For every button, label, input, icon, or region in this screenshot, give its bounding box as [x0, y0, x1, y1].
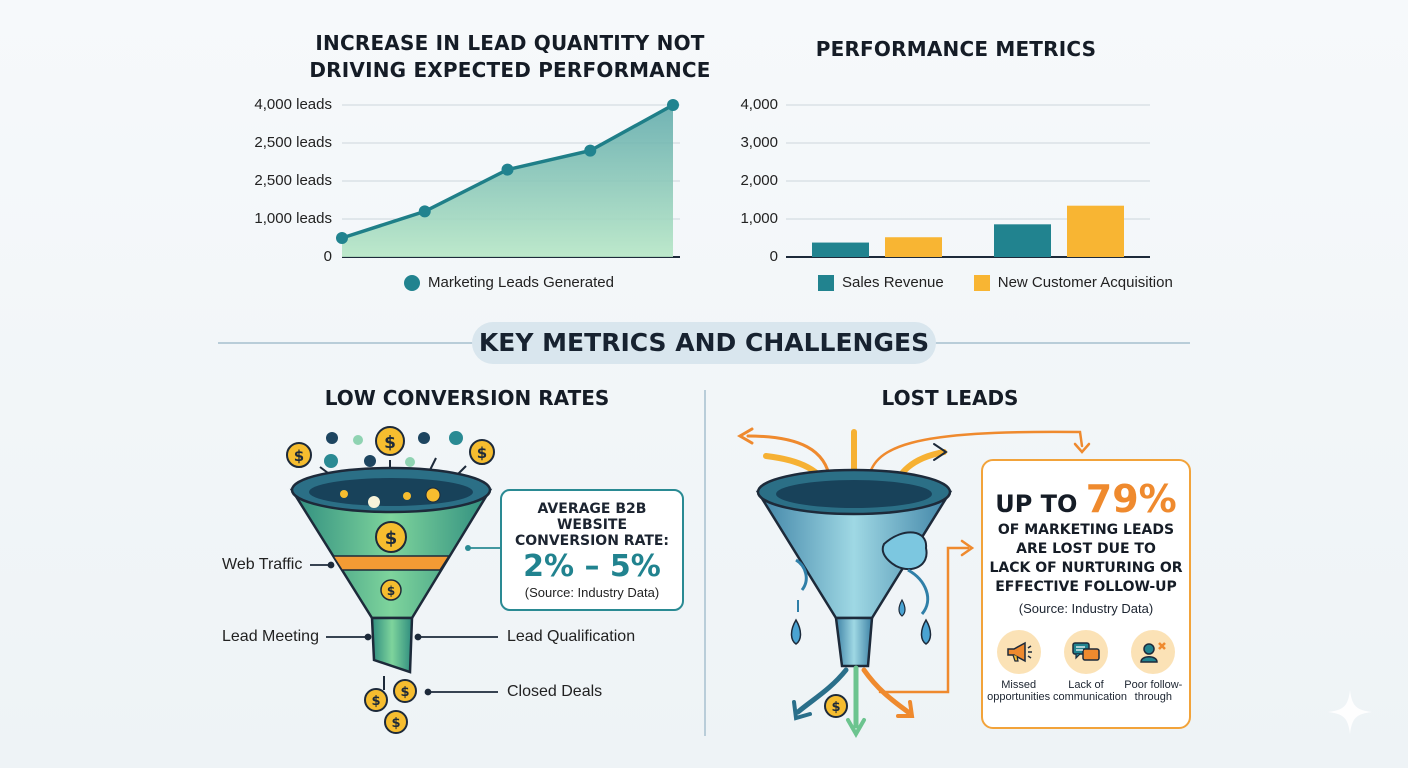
legend-swatch-acquisition	[973, 274, 990, 291]
callout-source: (Source: Industry Data)	[524, 585, 660, 600]
outflow-arrows-icon	[792, 539, 975, 739]
data-point	[584, 144, 597, 157]
sparkle-icon	[1328, 690, 1372, 734]
y-tick: 1,000 leads	[254, 210, 332, 227]
reason-item: Poor follow- through	[1120, 630, 1186, 703]
legend-swatch-sales	[818, 274, 834, 291]
lost-prefix: UP TO	[995, 490, 1086, 518]
closed-deals-label: Closed Deals	[507, 683, 603, 700]
reason-label: Poor follow-	[1124, 679, 1183, 691]
label-connectors	[310, 545, 500, 696]
reason-label: opportunities	[987, 691, 1051, 703]
metrics-legend: Sales Revenue New Customer Acquisition	[818, 274, 1173, 291]
legend-label: Marketing Leads Generated	[428, 274, 614, 291]
leaky-funnel-icon	[755, 468, 953, 668]
lost-text-line: EFFECTIVE FOLLOW-UP	[995, 579, 1177, 595]
conversion-rate-callout: AVERAGE B2B WEBSITE CONVERSION RATE: 2% …	[500, 489, 684, 611]
data-point	[501, 163, 514, 176]
lost-headline: UP TO 79%	[983, 477, 1189, 521]
data-point	[418, 205, 431, 218]
lost-text: OF MARKETING LEADS ARE LOST DUE TO LACK …	[983, 521, 1189, 597]
web-traffic-label: Web Traffic	[222, 556, 303, 573]
legend-marker	[404, 274, 420, 291]
y-tick: 2,000	[740, 172, 778, 189]
closed-deal-coins-icon: $ $ $	[364, 676, 417, 734]
lead-meeting-label: Lead Meeting	[222, 628, 319, 645]
y-tick: 0	[769, 248, 778, 265]
lost-percentage: 79%	[1085, 477, 1177, 521]
svg-text:$: $	[371, 694, 380, 709]
lead-legend: Marketing Leads Generated	[404, 274, 614, 291]
metrics-chart-title: PERFORMANCE METRICS	[815, 37, 1097, 61]
lost-source: (Source: Industry Data)	[1018, 601, 1154, 616]
lost-leads-title: LOST LEADS	[881, 386, 1019, 410]
legend-label: New Customer Acquisition	[997, 274, 1173, 291]
lead-qualification-label: Lead Qualification	[507, 628, 636, 645]
reason-item: Missed opportunities	[986, 630, 1052, 703]
y-tick: 4,000	[740, 96, 778, 113]
conversion-title: LOW CONVERSION RATES	[324, 386, 610, 410]
section-banner: KEY METRICS AND CHALLENGES	[472, 322, 936, 364]
svg-text:$: $	[384, 433, 396, 453]
reason-label: Missed	[1001, 679, 1037, 691]
bar	[1067, 205, 1124, 257]
svg-text:$: $	[385, 528, 398, 549]
y-tick: 2,500 leads	[254, 134, 332, 151]
reason-label: Lack of	[1068, 679, 1104, 691]
callout-line: AVERAGE B2B WEBSITE	[537, 501, 647, 533]
funnel-icon: $ $	[289, 466, 493, 674]
lost-text-line: OF MARKETING LEADS	[997, 522, 1175, 538]
y-tick: 4,000 leads	[254, 96, 332, 113]
lost-text-line: LACK OF NURTURING OR	[989, 560, 1183, 576]
lost-leads-callout: UP TO 79% OF MARKETING LEADS ARE LOST DU…	[981, 459, 1191, 729]
reason-label: communication	[1052, 691, 1127, 703]
bar	[885, 237, 942, 257]
megaphone-icon	[996, 630, 1041, 674]
svg-text:$: $	[294, 447, 304, 465]
y-tick: 1,000	[740, 210, 778, 227]
data-point	[336, 232, 348, 244]
person-x-icon	[1131, 630, 1176, 674]
lead-chart-title: INCREASE IN LEAD QUANTITY NOT DRIVING EX…	[309, 31, 711, 82]
reasons-row: Missed opportunities Lack of communicati…	[983, 630, 1189, 703]
y-tick: 2,500 leads	[254, 172, 332, 189]
svg-text:$: $	[477, 444, 487, 462]
bar	[994, 224, 1051, 257]
series-area	[342, 105, 673, 257]
y-tick: 0	[323, 248, 332, 265]
svg-text:$: $	[391, 716, 400, 731]
reason-item: Lack of communication	[1052, 630, 1127, 703]
svg-text:$: $	[831, 700, 840, 715]
lost-text-line: ARE LOST DUE TO	[1016, 541, 1156, 557]
callout-line: CONVERSION RATE:	[514, 533, 670, 549]
data-point	[667, 99, 679, 111]
lost-coin-icon: $	[824, 694, 848, 718]
reason-label: through	[1134, 691, 1172, 703]
bar	[812, 242, 869, 257]
svg-text:$: $	[387, 584, 395, 598]
chat-bubbles-icon	[1063, 630, 1108, 674]
conversion-rate-value: 2% – 5%	[523, 549, 661, 584]
vertical-divider	[704, 390, 706, 736]
legend-label: Sales Revenue	[842, 274, 944, 291]
svg-text:$: $	[400, 685, 409, 700]
y-tick: 3,000	[740, 134, 778, 151]
